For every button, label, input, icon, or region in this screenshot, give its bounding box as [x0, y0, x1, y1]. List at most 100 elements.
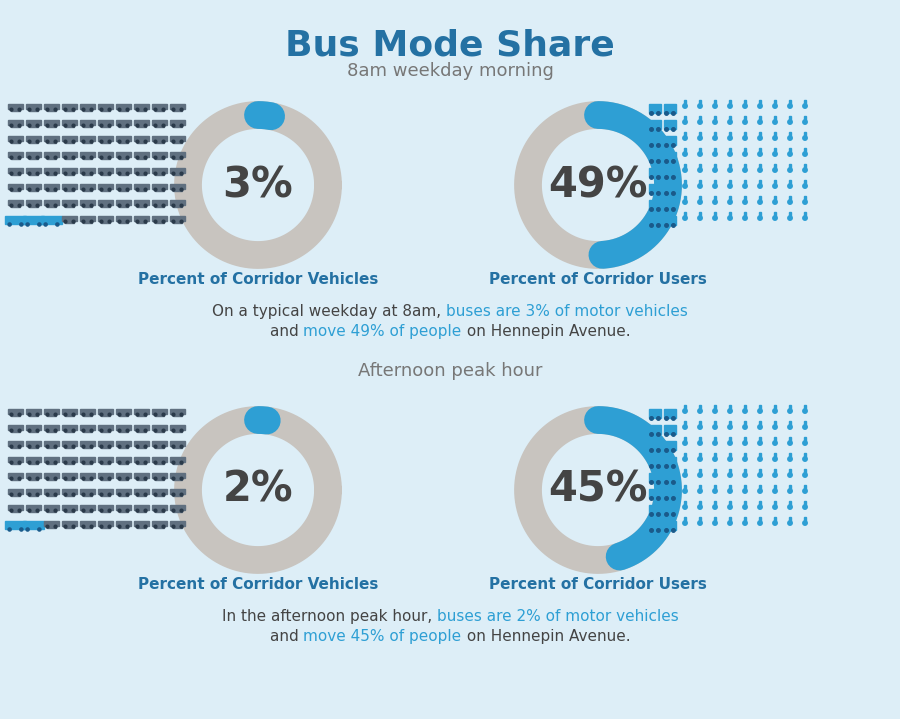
Circle shape [28, 429, 31, 432]
Bar [788, 517, 791, 523]
Bar [743, 405, 746, 411]
Bar [743, 453, 746, 459]
Circle shape [758, 136, 762, 140]
Circle shape [56, 223, 59, 226]
Circle shape [28, 477, 31, 480]
Circle shape [671, 417, 675, 420]
Circle shape [657, 449, 661, 452]
Circle shape [136, 477, 139, 480]
Circle shape [683, 184, 688, 188]
Circle shape [180, 188, 183, 191]
Bar [152, 152, 167, 157]
Circle shape [136, 204, 139, 207]
Bar [804, 501, 806, 508]
Bar [137, 462, 147, 464]
Circle shape [758, 216, 762, 220]
Bar [804, 100, 806, 106]
Bar [137, 526, 147, 528]
Circle shape [172, 413, 175, 416]
Bar [80, 137, 95, 142]
Circle shape [26, 223, 29, 226]
Bar [774, 116, 777, 122]
Circle shape [162, 140, 165, 143]
Bar [26, 457, 41, 462]
Bar [698, 405, 701, 411]
Bar [137, 413, 147, 416]
Circle shape [18, 140, 21, 143]
Circle shape [90, 204, 93, 207]
Bar [119, 462, 129, 464]
Bar [137, 156, 147, 159]
Circle shape [650, 128, 653, 132]
Circle shape [742, 441, 747, 445]
Circle shape [698, 120, 702, 124]
Bar [155, 509, 165, 512]
Circle shape [665, 175, 669, 179]
Circle shape [136, 188, 139, 191]
Circle shape [54, 413, 57, 416]
Bar [788, 180, 791, 186]
Bar [729, 180, 732, 186]
Circle shape [665, 208, 669, 211]
Circle shape [758, 409, 762, 413]
Bar [774, 148, 777, 155]
Circle shape [665, 497, 669, 500]
Bar [152, 426, 167, 431]
Bar [83, 173, 93, 175]
Bar [11, 156, 21, 159]
Bar [26, 168, 41, 173]
Circle shape [803, 521, 807, 526]
Bar [26, 426, 41, 431]
Bar [29, 109, 39, 111]
Circle shape [10, 429, 13, 432]
Bar [664, 426, 676, 434]
Circle shape [118, 493, 121, 496]
Bar [5, 521, 26, 529]
Bar [65, 173, 75, 175]
Circle shape [773, 120, 778, 124]
Circle shape [100, 140, 103, 143]
Circle shape [36, 204, 39, 207]
Bar [137, 124, 147, 127]
Bar [759, 116, 761, 122]
Circle shape [803, 505, 807, 509]
Circle shape [126, 461, 129, 464]
Circle shape [728, 152, 733, 156]
Bar [29, 156, 39, 159]
Bar [759, 453, 761, 459]
Bar [119, 429, 129, 432]
Circle shape [136, 172, 139, 175]
Bar [804, 469, 806, 475]
Bar [173, 429, 183, 432]
Circle shape [10, 124, 13, 127]
Circle shape [28, 445, 31, 448]
Bar [137, 220, 147, 223]
Bar [759, 501, 761, 508]
Circle shape [172, 204, 175, 207]
Circle shape [54, 461, 57, 464]
Bar [729, 116, 732, 122]
Bar [649, 490, 662, 498]
Bar [26, 473, 41, 478]
Circle shape [154, 172, 157, 175]
Circle shape [38, 223, 41, 226]
Circle shape [118, 413, 121, 416]
Bar [155, 462, 165, 464]
Bar [804, 196, 806, 202]
Bar [152, 216, 167, 221]
Circle shape [90, 477, 93, 480]
Circle shape [64, 204, 67, 207]
Circle shape [180, 220, 183, 223]
Circle shape [803, 489, 807, 493]
Bar [47, 124, 57, 127]
Circle shape [650, 208, 653, 211]
Bar [698, 485, 701, 491]
Bar [664, 441, 676, 450]
Text: on Hennepin Avenue.: on Hennepin Avenue. [462, 629, 630, 644]
Bar [134, 137, 149, 142]
Circle shape [72, 429, 75, 432]
Text: move 49% of people: move 49% of people [303, 324, 462, 339]
Circle shape [126, 124, 129, 127]
Circle shape [758, 152, 762, 156]
Bar [134, 104, 149, 109]
